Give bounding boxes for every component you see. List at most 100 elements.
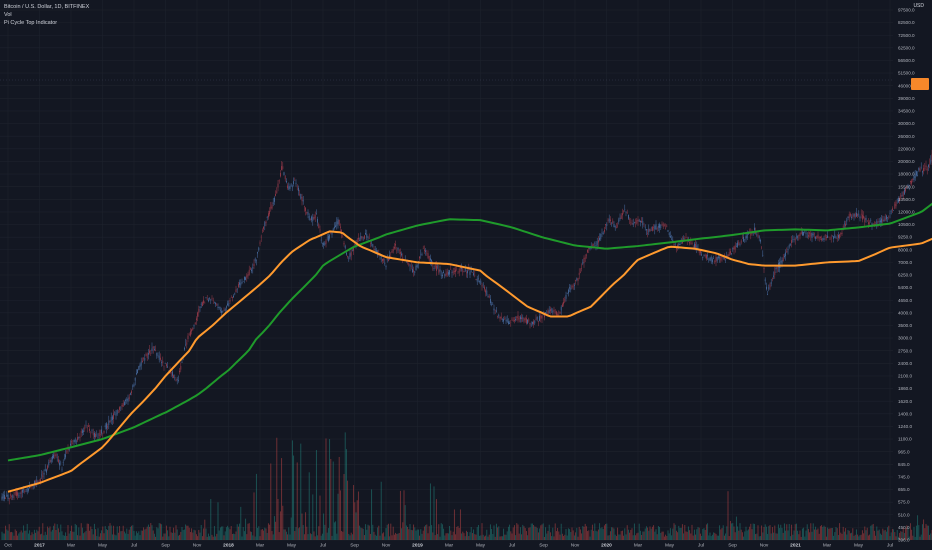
candle-body [462, 267, 464, 272]
volume-bar [362, 528, 364, 540]
volume-bar [923, 519, 925, 540]
volume-bar [546, 533, 548, 540]
volume-bar [13, 535, 15, 540]
candle-body [708, 259, 710, 261]
volume-bar [623, 535, 625, 540]
candle-body [313, 217, 315, 220]
candle-body [128, 396, 130, 400]
volume-bar [510, 531, 512, 540]
candle-body [719, 257, 720, 259]
candle-body [703, 255, 705, 256]
volume-bar [631, 528, 633, 540]
volume-legend[interactable]: Vol [4, 12, 12, 18]
volume-bar [467, 531, 469, 540]
candle-body [823, 238, 825, 240]
candle-body [516, 316, 518, 318]
volume-bar [372, 524, 374, 540]
volume-bar [399, 490, 401, 540]
volume-bar [24, 530, 26, 540]
candle-body [90, 432, 92, 434]
candle-body [775, 267, 777, 270]
candle-body [798, 235, 800, 237]
candle-body [295, 182, 297, 184]
volume-bar [753, 523, 755, 540]
y-tick-label: 2750.0 [898, 348, 912, 353]
candle-body [91, 430, 93, 432]
volume-bar [309, 533, 311, 540]
y-tick-label: 2400.0 [898, 361, 912, 366]
volume-bar [151, 525, 153, 540]
candle-body [702, 256, 704, 258]
volume-bar [185, 524, 187, 540]
volume-bar [515, 535, 517, 540]
volume-bar [199, 532, 201, 540]
volume-bar [564, 534, 566, 540]
volume-bar [476, 527, 478, 540]
volume-bar [647, 527, 649, 540]
candle-body [832, 235, 833, 237]
candle-body [574, 284, 575, 286]
candle-body [259, 242, 261, 244]
volume-bar [12, 532, 14, 540]
candle-body [577, 277, 579, 281]
time-axis[interactable]: Oct 2017 Mar May Jul Sep Nov 2018 Mar May Jul Sep No… [4, 543, 893, 549]
candle-body [60, 462, 62, 464]
volume-bar [663, 536, 665, 540]
volume-bar [458, 528, 460, 540]
candle-body [151, 348, 153, 352]
candle-body [307, 212, 309, 215]
volume-bar [465, 530, 467, 540]
candle-body [912, 178, 914, 181]
volume-bar [165, 525, 167, 540]
volume-bar [446, 533, 448, 540]
volume-bar [422, 530, 424, 540]
volume-bar [590, 529, 592, 540]
candle-body [857, 214, 858, 216]
volume-bar [577, 536, 579, 540]
currency-label[interactable]: USD [913, 3, 924, 9]
candle-body [923, 168, 924, 172]
candle-body [898, 198, 899, 203]
candle-body [148, 353, 149, 355]
price-axis[interactable]: 97500.082500.072500.062500.056500.051500… [898, 8, 915, 543]
candle-body [608, 218, 610, 222]
volume-bar [369, 533, 371, 540]
volume-bar [554, 523, 556, 540]
candle-body [706, 255, 707, 259]
volume-bar [649, 526, 651, 540]
candle-body [678, 243, 680, 246]
volume-bar [261, 529, 263, 540]
volume-bar [67, 525, 69, 540]
volume-bar [85, 530, 87, 540]
candle-body [734, 245, 736, 250]
volume-bar [96, 536, 98, 540]
volume-bar [168, 536, 170, 540]
candle-body [194, 322, 196, 325]
candle-body [826, 236, 827, 238]
candle-body [181, 361, 183, 363]
volume-bar [900, 531, 902, 540]
indicator-legend[interactable]: Pi Cycle Top Indicator [4, 20, 58, 26]
candle-body [596, 241, 598, 245]
y-tick-label: 8000.0 [898, 247, 912, 252]
candle-body [553, 309, 555, 312]
volume-bar [387, 523, 389, 540]
candle-body [368, 237, 370, 239]
candle-body [746, 233, 748, 239]
candle-body [215, 302, 216, 305]
volume-bar [305, 512, 307, 540]
candle-body [842, 226, 844, 228]
candle-body [108, 420, 110, 426]
candle-body [278, 180, 280, 182]
volume-bar [705, 524, 707, 540]
volume-bar [251, 531, 253, 540]
volume-bar [751, 529, 753, 540]
candle-body [350, 252, 352, 256]
candle-body [692, 245, 694, 247]
volume-bar [49, 526, 51, 540]
volume-bar [699, 533, 701, 540]
candle-body [172, 371, 173, 376]
symbol-title[interactable]: Bitcoin / U.S. Dollar, 1D, BITFINEX [4, 4, 90, 10]
candle-body [700, 250, 701, 253]
